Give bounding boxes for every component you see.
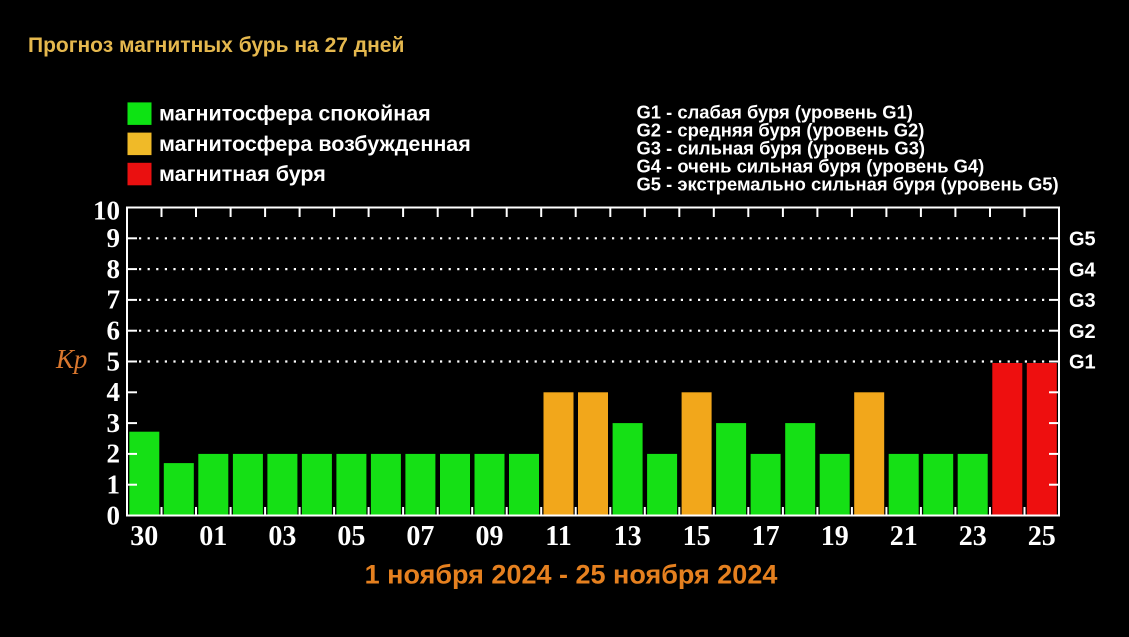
svg-text:G4: G4 xyxy=(1069,259,1097,281)
svg-text:10: 10 xyxy=(93,195,120,225)
svg-text:21: 21 xyxy=(890,521,918,552)
svg-text:1: 1 xyxy=(107,470,121,500)
svg-text:Кр: Кр xyxy=(55,344,87,374)
svg-text:30: 30 xyxy=(130,521,158,552)
svg-text:Прогноз магнитных бурь на 27 д: Прогноз магнитных бурь на 27 дней xyxy=(28,34,404,57)
svg-text:магнитная буря: магнитная буря xyxy=(159,162,326,186)
svg-text:G1: G1 xyxy=(1069,352,1096,374)
svg-text:G2 - средняя буря (уровень G2): G2 - средняя буря (уровень G2) xyxy=(637,120,925,141)
svg-text:9: 9 xyxy=(107,223,121,253)
svg-text:4: 4 xyxy=(107,377,121,407)
svg-text:8: 8 xyxy=(107,254,121,284)
svg-text:07: 07 xyxy=(406,521,434,552)
svg-text:1 ноября 2024 - 25 ноября 2024: 1 ноября 2024 - 25 ноября 2024 xyxy=(365,560,778,590)
svg-text:25: 25 xyxy=(1028,521,1056,552)
svg-text:G5: G5 xyxy=(1069,229,1096,251)
svg-text:магнитосфера возбужденная: магнитосфера возбужденная xyxy=(159,132,471,156)
svg-text:5: 5 xyxy=(107,346,121,376)
svg-text:05: 05 xyxy=(337,521,365,552)
svg-text:магнитосфера спокойная: магнитосфера спокойная xyxy=(159,102,431,126)
svg-text:11: 11 xyxy=(545,521,571,552)
svg-text:G1 - слабая буря (уровень G1): G1 - слабая буря (уровень G1) xyxy=(637,102,913,123)
svg-text:15: 15 xyxy=(683,521,711,552)
svg-text:G3 - сильная буря (уровень G3): G3 - сильная буря (уровень G3) xyxy=(637,138,926,159)
svg-text:19: 19 xyxy=(821,521,849,552)
svg-text:3: 3 xyxy=(107,408,121,438)
svg-text:G5 - экстремально сильная буря: G5 - экстремально сильная буря (уровень … xyxy=(637,174,1059,195)
svg-text:2: 2 xyxy=(107,439,121,469)
svg-text:09: 09 xyxy=(476,521,504,552)
svg-text:G4 - очень сильная буря (урове: G4 - очень сильная буря (уровень G4) xyxy=(637,156,985,177)
svg-text:G2: G2 xyxy=(1069,321,1096,343)
svg-text:7: 7 xyxy=(107,285,121,315)
svg-text:17: 17 xyxy=(752,521,780,552)
svg-text:01: 01 xyxy=(199,521,227,552)
svg-text:03: 03 xyxy=(268,521,296,552)
svg-text:6: 6 xyxy=(107,316,121,346)
svg-text:13: 13 xyxy=(614,521,642,552)
svg-text:0: 0 xyxy=(107,500,121,530)
svg-text:23: 23 xyxy=(959,521,987,552)
svg-text:G3: G3 xyxy=(1069,290,1096,312)
